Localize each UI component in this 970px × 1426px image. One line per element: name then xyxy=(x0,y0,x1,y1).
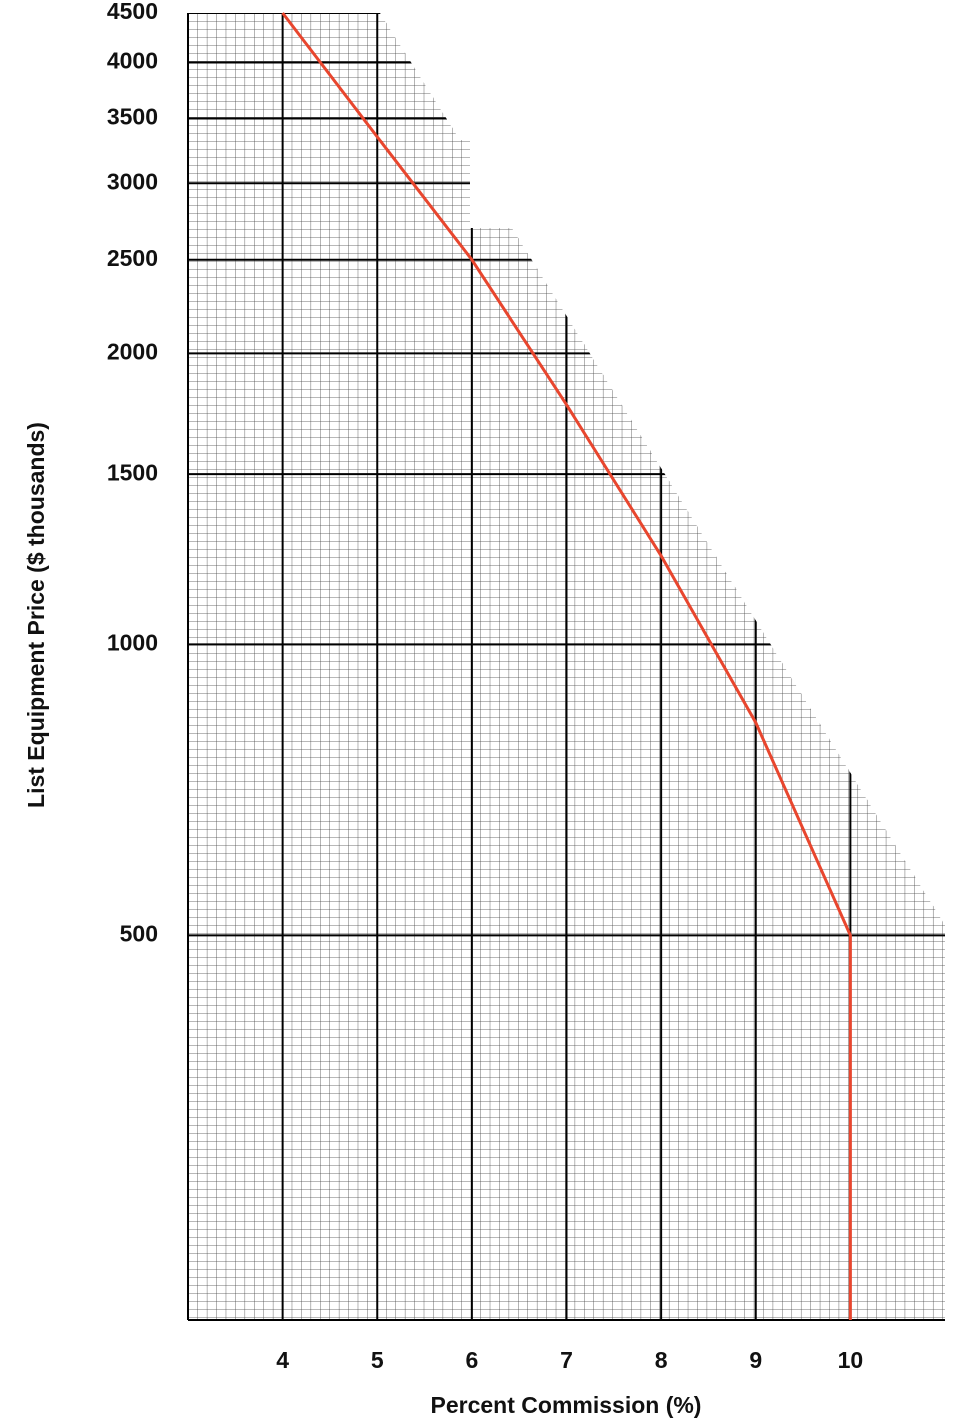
y-tick-label: 500 xyxy=(120,920,158,946)
y-tick-label: 1500 xyxy=(107,459,158,485)
y-tick-label: 3000 xyxy=(107,168,158,194)
x-tick-label: 6 xyxy=(465,1347,478,1373)
y-tick-label: 2000 xyxy=(107,338,158,364)
x-tick-label: 10 xyxy=(838,1347,864,1373)
x-tick-label: 9 xyxy=(749,1347,762,1373)
y-axis-title: List Equipment Price ($ thousands) xyxy=(23,422,49,808)
y-tick-label: 4000 xyxy=(107,48,158,74)
x-tick-label: 7 xyxy=(560,1347,573,1373)
y-tick-label: 4500 xyxy=(107,0,158,24)
y-tick-label: 3500 xyxy=(107,104,158,130)
plot-grid xyxy=(188,13,945,1320)
y-tick-label: 2500 xyxy=(107,245,158,271)
series-line xyxy=(281,12,852,1320)
y-tick-label: 1000 xyxy=(107,629,158,655)
x-axis-title: Percent Commission (%) xyxy=(431,1392,702,1418)
x-tick-label: 5 xyxy=(371,1347,384,1373)
x-tick-label: 4 xyxy=(276,1347,289,1373)
x-tick-label: 8 xyxy=(655,1347,668,1373)
